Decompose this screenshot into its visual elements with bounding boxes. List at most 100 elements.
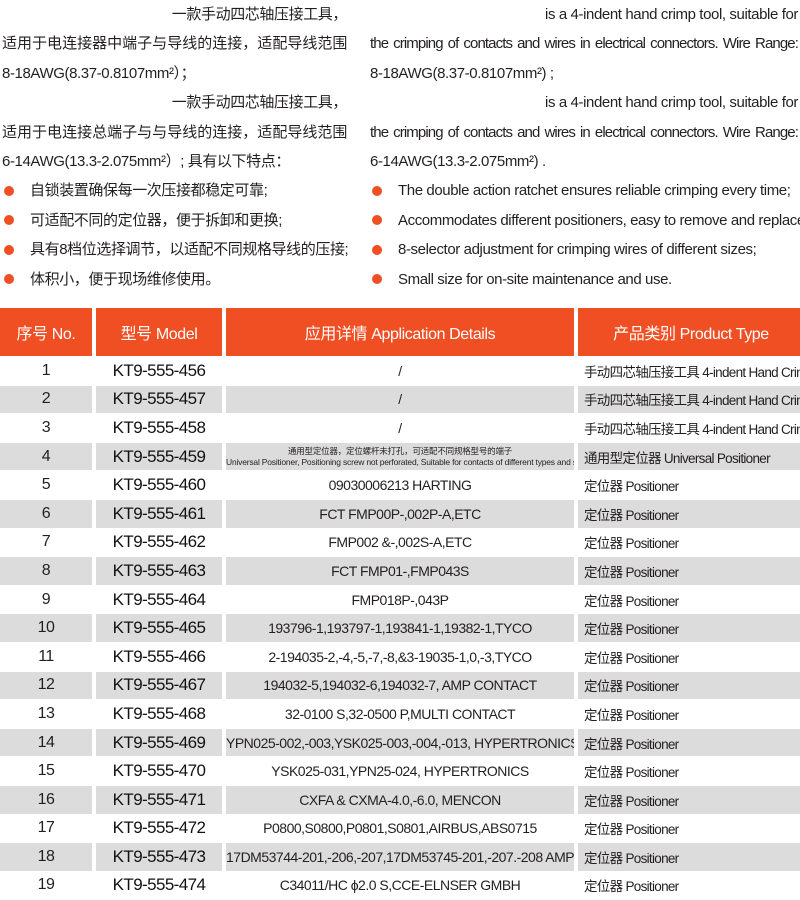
- application-detail-cell: FMP002 &-,002S-A,ETC: [328, 534, 472, 551]
- application-detail-cell: /: [398, 419, 402, 436]
- feature-item: 体积小，便于现场维修使用。: [2, 265, 347, 294]
- intro-line: the crimping of contacts and wires in el…: [370, 35, 799, 53]
- application-detail-cell: 2-194035-2,-4,-5,-7,-8,&3-19035-1,0,-3,T…: [268, 648, 532, 665]
- bullet-icon: [372, 186, 382, 197]
- row-number: 15: [37, 762, 55, 780]
- model-cell: KT9-555-465: [96, 614, 222, 642]
- table-row: 16 KT9-555-471 CXFA & CXMA-4.0,-6.0, MENCO…: [0, 785, 800, 814]
- model-cell: KT9-555-457: [96, 385, 222, 414]
- model-cell: KT9-555-464: [112, 589, 206, 609]
- intro-line: 一款手动四芯轴压接工具，: [171, 94, 348, 112]
- detail-cn: 通用型定位器，定位螺杆未打孔，可适配不同规格型号的端子: [287, 445, 513, 456]
- feature-item: The double action ratchet ensures reliab…: [370, 176, 798, 205]
- intro-chinese: 一款手动四芯轴压接工具， 适用于电连接器中端子与导线的连接，适配导线范围 8-1…: [2, 0, 349, 294]
- table-body: 1 KT9-555-456 / 手动四芯轴压接工具 4-indent Hand Cri…: [0, 357, 800, 899]
- header-product-type: 产品类别 Product Type: [578, 308, 800, 356]
- table-row: 10 KT9-555-465 193796-1,193797-1,193841-1,…: [0, 614, 800, 642]
- model-cell: KT9-555-459: [96, 442, 222, 471]
- intro-line: 6-14AWG(13.3-2.075mm²) .: [370, 152, 546, 170]
- row-number: 4: [0, 442, 92, 471]
- feature-text: 具有8档位选择调节，以适配不同规格导线的压接;: [30, 241, 349, 259]
- table-row: 9 KT9-555-464 FMP018P-,043P 定位器 Positioner: [0, 586, 800, 614]
- table-row: 12 KT9-555-467 194032-5,194032-6,194032-7,…: [0, 671, 800, 700]
- product-type-cell: 定位器 Positioner: [578, 671, 800, 700]
- bullet-icon: [372, 215, 382, 226]
- application-detail-cell: 193796-1,193797-1,193841-1,19382-1,TYCO: [226, 614, 574, 642]
- product-type-cell: 定位器 Positioner: [584, 479, 679, 495]
- model-cell: KT9-555-456: [112, 360, 206, 380]
- model-cell: KT9-555-458: [112, 417, 206, 437]
- application-detail-cell: /: [226, 385, 574, 414]
- row-number: 13: [37, 704, 55, 722]
- product-type-cell: 定位器 Positioner: [578, 728, 800, 757]
- feature-text: 体积小，便于现场维修使用。: [30, 270, 220, 288]
- feature-text: Accommodates different positioners, easy…: [398, 211, 800, 229]
- product-type-cell: 手动四芯轴压接工具 4-indent Hand Crimp Tool: [584, 421, 800, 437]
- feature-text: Small size for on-site maintenance and u…: [398, 270, 672, 288]
- application-detail-cell: CXFA & CXMA-4.0,-6.0, MENCON: [226, 785, 574, 814]
- row-number: 16: [0, 785, 92, 814]
- bullet-icon: [372, 274, 382, 285]
- feature-item: Small size for on-site maintenance and u…: [370, 265, 798, 294]
- table-row: 14 KT9-555-469 YPN025-002,-003,YSK025-003,…: [0, 728, 800, 757]
- feature-text: 8-selector adjustment for crimping wires…: [398, 241, 757, 259]
- model-cell: KT9-555-468: [112, 703, 206, 723]
- table-row: 18 KT9-555-473 17DM53744-201,-206,-207,17D…: [0, 843, 800, 871]
- feature-item: 可适配不同的定位器，便于拆卸和更换;: [2, 206, 347, 235]
- feature-item: 自锁装置确保每一次压接都稳定可靠;: [2, 176, 347, 205]
- feature-text: 自锁装置确保每一次压接都稳定可靠;: [30, 182, 268, 200]
- row-number: 7: [41, 533, 51, 551]
- row-number: 3: [41, 418, 51, 436]
- table-row: 6 KT9-555-461 FCT FMP00P-,002P-A,ETC 定位器 Po…: [0, 499, 800, 528]
- product-type-cell: 定位器 Positioner: [584, 593, 679, 609]
- model-cell: KT9-555-466: [112, 646, 206, 666]
- product-type-cell: 定位器 Positioner: [584, 707, 679, 723]
- row-number: 1: [41, 361, 51, 379]
- row-number: 19: [37, 876, 55, 894]
- table-row: 5 KT9-555-460 09030006213 HARTING 定位器 Posit…: [0, 471, 800, 499]
- row-number: 14: [0, 728, 92, 757]
- application-detail-cell: FCT FMP01-,FMP043S: [226, 557, 574, 585]
- model-cell: KT9-555-470: [112, 761, 206, 781]
- product-type-cell: 定位器 Positioner: [578, 614, 800, 642]
- feature-text: The double action ratchet ensures reliab…: [398, 182, 791, 200]
- row-number: 6: [0, 499, 92, 528]
- header-no: 序号 No.: [0, 308, 92, 356]
- table-row: 8 KT9-555-463 FCT FMP01-,FMP043S 定位器 Positi…: [0, 557, 800, 585]
- model-cell: KT9-555-463: [96, 557, 222, 585]
- table-row: 15 KT9-555-470 YSK025-031,YPN25-024, HYPER…: [0, 757, 800, 785]
- application-detail-cell: 17DM53744-201,-206,-207,17DM53745-201,-2…: [226, 843, 574, 871]
- product-type-cell: 定位器 Positioner: [578, 499, 800, 528]
- row-number: 18: [0, 843, 92, 871]
- application-detail-cell: 通用型定位器，定位螺杆未打孔，可适配不同规格型号的端子 Universal Pos…: [226, 442, 574, 471]
- model-cell: KT9-555-460: [112, 475, 206, 495]
- product-type-cell: 通用型定位器 Universal Positioner: [578, 442, 800, 471]
- intro-line: 适用于电连接器中端子与导线的连接，适配导线范围: [2, 35, 347, 53]
- row-number: 9: [41, 590, 51, 608]
- row-number: 12: [0, 671, 92, 700]
- detail-en: Universal Positioner, Positioning screw …: [226, 456, 574, 467]
- intro-line: 适用于电连接总端子与与导线的连接，适配导线范围: [2, 123, 347, 141]
- table-row: 3 KT9-555-458 / 手动四芯轴压接工具 4-indent Hand Cri…: [0, 414, 800, 442]
- product-type-cell: 定位器 Positioner: [584, 536, 679, 552]
- row-number: 5: [41, 476, 51, 494]
- model-cell: KT9-555-471: [96, 785, 222, 814]
- application-detail-cell: P0800,S0800,P0801,S0801,AIRBUS,ABS0715: [263, 820, 537, 837]
- table-header-row: 序号 No. 型号 Model 应用详情 Application Details…: [0, 308, 800, 356]
- table-row: 19 KT9-555-474 C34011/HC ϕ2.0 S,CCE-ELNSER…: [0, 872, 800, 900]
- intro-line: is a 4-indent hand crimp tool, suitable …: [545, 6, 798, 23]
- feature-text: 可适配不同的定位器，便于拆卸和更换;: [30, 211, 282, 229]
- product-type-cell: 定位器 Positioner: [584, 765, 679, 781]
- row-number: 11: [38, 647, 54, 665]
- product-type-cell: 定位器 Positioner: [578, 557, 800, 585]
- bullet-icon: [4, 186, 14, 197]
- application-detail-cell: /: [398, 362, 402, 379]
- intro-line: 6-14AWG(13.3-2.075mm²）; 具有以下特点：: [2, 152, 290, 170]
- table-row: 17 KT9-555-472 P0800,S0800,P0801,S0801,AIR…: [0, 815, 800, 843]
- application-detail-cell: FCT FMP00P-,002P-A,ETC: [226, 499, 574, 528]
- table-row: 2 KT9-555-457/手动四芯轴压接工具 4-indent Hand Cri…: [0, 385, 800, 414]
- model-cell: KT9-555-472: [112, 818, 206, 838]
- row-number: 17: [37, 819, 55, 837]
- model-cell: KT9-555-469: [96, 728, 222, 757]
- application-detail-cell: C34011/HC ϕ2.0 S,CCE-ELNSER GMBH: [279, 877, 521, 894]
